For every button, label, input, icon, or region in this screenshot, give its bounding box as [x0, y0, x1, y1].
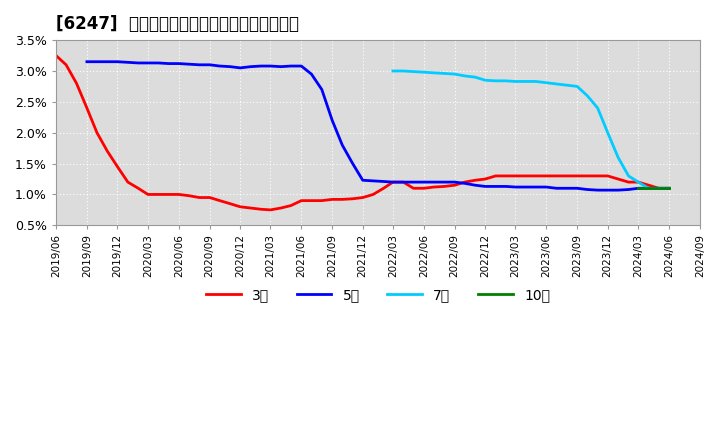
Legend: 3年, 5年, 7年, 10年: 3年, 5年, 7年, 10年	[200, 282, 556, 307]
Text: [6247]  当期純利益マージンの標準偏差の推移: [6247] 当期純利益マージンの標準偏差の推移	[56, 15, 299, 33]
